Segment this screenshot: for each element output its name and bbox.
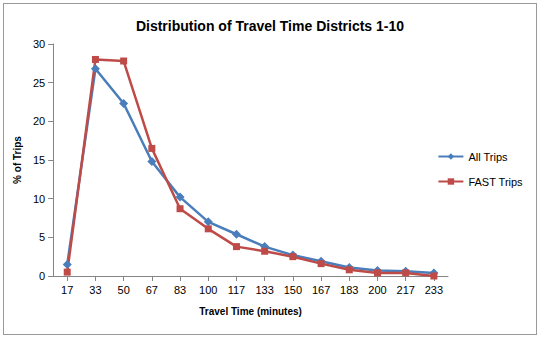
svg-text:83: 83 <box>174 284 186 296</box>
svg-text:10: 10 <box>33 193 45 205</box>
svg-text:25: 25 <box>33 77 45 89</box>
svg-text:% of Trips: % of Trips <box>12 136 23 184</box>
svg-text:All Trips: All Trips <box>468 151 508 163</box>
svg-text:233: 233 <box>425 284 443 296</box>
svg-text:50: 50 <box>118 284 130 296</box>
svg-text:33: 33 <box>89 284 101 296</box>
svg-text:17: 17 <box>61 284 73 296</box>
svg-text:Travel Time (minutes): Travel Time (minutes) <box>199 306 302 317</box>
svg-text:183: 183 <box>340 284 358 296</box>
svg-text:Distribution of Travel Time Di: Distribution of Travel Time Districts 1-… <box>136 18 404 34</box>
svg-text:117: 117 <box>228 284 246 296</box>
svg-text:150: 150 <box>284 284 302 296</box>
svg-text:200: 200 <box>368 284 386 296</box>
svg-text:20: 20 <box>33 115 45 127</box>
svg-text:100: 100 <box>199 284 217 296</box>
svg-text:133: 133 <box>255 284 273 296</box>
svg-text:FAST Trips: FAST Trips <box>468 176 523 188</box>
svg-text:0: 0 <box>39 270 45 282</box>
svg-text:217: 217 <box>397 284 415 296</box>
svg-text:30: 30 <box>33 38 45 50</box>
svg-text:15: 15 <box>33 154 45 166</box>
svg-text:67: 67 <box>146 284 158 296</box>
svg-text:167: 167 <box>312 284 330 296</box>
svg-text:5: 5 <box>39 231 45 243</box>
